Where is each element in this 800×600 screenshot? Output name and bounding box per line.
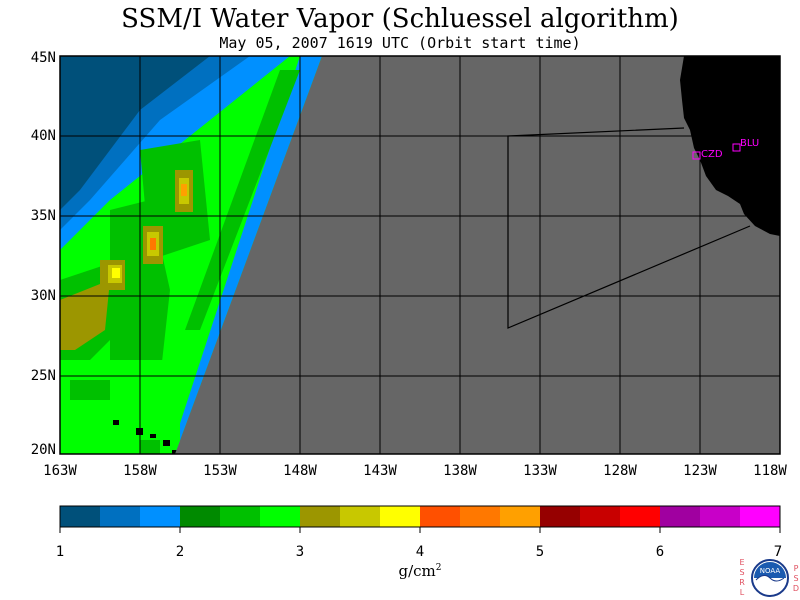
colorbar-segment [580,506,621,527]
colorbar [59,505,781,533]
colorbar-segment [140,506,181,527]
outlined-region [507,127,751,329]
station-blu-label: BLU [740,138,759,149]
lon-label-138w: 138W [443,463,477,479]
lat-label-20n: 20N [30,442,56,458]
lon-label-143w: 143W [363,463,397,479]
noaa-text: NOAA [760,567,781,575]
colorbar-segment [620,506,661,527]
station-blu-marker [732,143,741,152]
logo-right-letters: P S D [792,564,800,594]
colorbar-segment [540,506,581,527]
colorbar-segment [260,506,301,527]
logo-letter: P [793,564,799,573]
lon-label-153w: 153W [203,463,237,479]
station-czd-marker [692,151,701,160]
colorbar-segment [460,506,501,527]
lon-label-123w: 123W [683,463,717,479]
station-blu: BLU [732,138,759,152]
land-california [680,56,780,236]
page-subtitle: May 05, 2007 1619 UTC (Orbit start time) [219,34,581,52]
logo-letter: E [739,558,745,567]
colorbar-tick-6: 6 [655,544,665,560]
colorbar-tick-1: 1 [55,544,65,560]
colorbar-segment [380,506,421,527]
lat-label-45n: 45N [30,50,56,66]
lon-label-118w: 118W [753,463,787,479]
lon-label-148w: 148W [283,463,317,479]
lat-lon-grid [60,56,780,454]
lat-label-25n: 25N [30,368,56,384]
colorbar-segment [220,506,261,527]
logo-letter: S [739,568,745,577]
lat-label-30n: 30N [30,288,56,304]
colorbar-tick-2: 2 [175,544,185,560]
colorbar-segment [100,506,141,527]
lat-label-35n: 35N [30,208,56,224]
units-text: g/cm [398,562,436,580]
colorbar-tick-4: 4 [415,544,425,560]
logo-left-letters: E S R L [738,558,746,598]
colorbar-tick-3: 3 [295,544,305,560]
page-title: SSM/I Water Vapor (Schluessel algorithm) [121,4,679,34]
colorbar-tick-5: 5 [535,544,545,560]
logo-letter: S [793,574,799,583]
colorbar-segment [340,506,381,527]
lon-label-163w: 163W [43,463,77,479]
station-czd-label: CZD [701,149,723,160]
station-czd: CZD [692,149,723,160]
lon-label-158w: 158W [123,463,157,479]
logo-letter: D [792,584,800,593]
colorbar-segment [420,506,461,527]
lat-label-40n: 40N [30,128,56,144]
colorbar-segment [300,506,341,527]
colorbar-tick-7: 7 [773,544,783,560]
noaa-logo: E S R L NOAA P S D [738,556,800,600]
colorbar-units: g/cm2 [0,562,800,580]
colorbar-segment [180,506,221,527]
colorbar-segment [500,506,541,527]
colorbar-segment [700,506,741,527]
lon-label-128w: 128W [603,463,637,479]
units-superscript: 2 [435,563,442,573]
map-frame [59,55,781,455]
colorbar-segment [60,506,101,527]
logo-letter: R [739,578,745,587]
lon-label-133w: 133W [523,463,557,479]
colorbar-segment [660,506,701,527]
noaa-emblem-icon: NOAA [751,559,789,597]
colorbar-segment [740,506,781,527]
logo-letter: L [739,588,745,597]
